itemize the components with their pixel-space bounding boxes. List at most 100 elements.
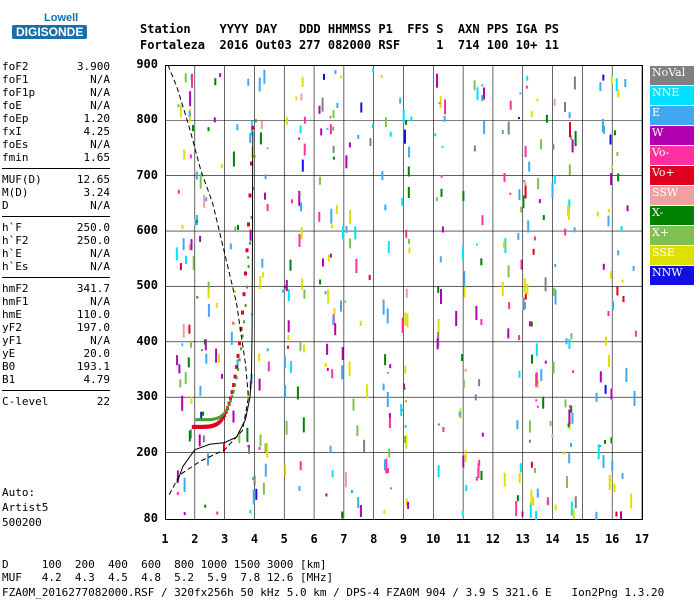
echo-pixel [253,475,256,486]
echo-pixel [552,143,555,150]
x-trace-point [226,406,229,410]
echo-pixel [599,445,602,447]
x-trace-point [228,403,231,407]
echo-pixel [298,190,301,206]
echo-pixel [573,76,576,90]
echo-pixel [553,287,556,296]
echo-pixel [602,455,605,469]
echo-pixel [524,302,526,310]
param-value: 197.0 [76,321,110,334]
echo-pixel [290,360,293,373]
echo-pixel [480,470,483,480]
param-row: foEs N/A [2,138,110,151]
param-name: foEs [2,138,29,151]
echo-pixel [540,369,543,382]
echo-pixel [382,383,385,391]
echo-pixel [388,448,391,458]
echo-pixel [352,398,355,411]
echo-pixel [570,405,573,413]
param-value: N/A [90,73,110,86]
param-name: yF2 [2,321,22,334]
param-name: foE [2,99,22,112]
echo-pixel [319,279,322,285]
echo-pixel [567,206,570,220]
echo-pixel [502,241,505,249]
echo-pixel [264,443,267,453]
echo-pixel [522,195,525,209]
echo-pixel [326,127,329,130]
echo-pixel [233,323,236,326]
echo-pixel [182,238,185,251]
echo-pixel [287,320,290,333]
param-value: 1.65 [83,151,111,164]
legend-item-nnw: NNW [650,266,694,285]
echo-pixel [617,89,620,98]
o-trace-point [206,424,210,429]
echo-pixel [287,289,290,302]
param-name: B1 [2,373,16,386]
echo-pixel [259,276,262,289]
param-row: foF1p N/A [2,86,110,99]
echo-pixel [332,126,335,131]
param-name: h`Es [2,260,29,273]
echo-pixel [237,224,239,230]
x-trace-point [201,418,204,422]
echo-pixel [407,501,410,509]
echo-pixel [207,127,210,132]
echo-pixel [595,511,598,520]
echo-pixel [202,435,205,443]
echo-pixel [571,412,574,424]
echo-pixel [285,116,288,125]
echo-pixel [179,104,182,118]
echo-pixel [188,244,191,251]
echo-pixel [303,344,305,353]
echo-pixel [520,206,523,213]
echo-pixel [249,133,252,143]
echo-pixel [438,102,441,105]
echo-pixel [202,411,205,416]
echo-pixel [630,493,633,509]
echo-pixel [535,399,538,402]
echo-pixel [326,343,329,355]
echo-pixel [299,192,302,195]
param-row: hmE 110.0 [2,308,110,321]
echo-pixel [462,455,465,468]
echo-pixel [334,70,337,75]
param-row: B0 193.1 [2,360,110,373]
echo-pixel [354,226,357,240]
echo-pixel [608,355,610,368]
x-trace-point [252,186,255,190]
echo-pixel [301,278,304,290]
echo-pixel [296,386,299,400]
echo-pixel [385,458,388,474]
echo-pixel [258,77,261,92]
echo-pixel [182,323,185,338]
echo-pixel [298,137,301,140]
echo-pixel [615,511,618,517]
echo-pixel [331,224,334,229]
echo-pixel [515,501,518,517]
x-tick-label: 11 [455,532,471,546]
x-trace-point [213,417,216,421]
x-tick-label: 7 [340,532,348,546]
echo-pixel [562,451,565,455]
echo-pixel [298,485,301,491]
echo-pixel [341,511,344,519]
echo-pixel [207,453,209,466]
echo-pixel [475,243,478,246]
echo-pixel [390,487,392,490]
x-trace-point [204,418,207,422]
echo-pixel [610,173,613,185]
param-value: 4.79 [83,373,111,386]
y-tick-label: 800 [136,112,158,127]
echo-pixel [216,511,219,515]
echo-pixel [324,362,327,367]
echo-pixel [538,199,541,204]
echo-pixel [407,166,410,177]
echo-pixel [516,495,519,502]
x-trace-point [217,416,220,419]
echo-pixel [536,98,539,102]
echo-pixel [348,361,351,377]
echo-pixel [444,99,446,115]
o-trace-point [209,424,213,429]
